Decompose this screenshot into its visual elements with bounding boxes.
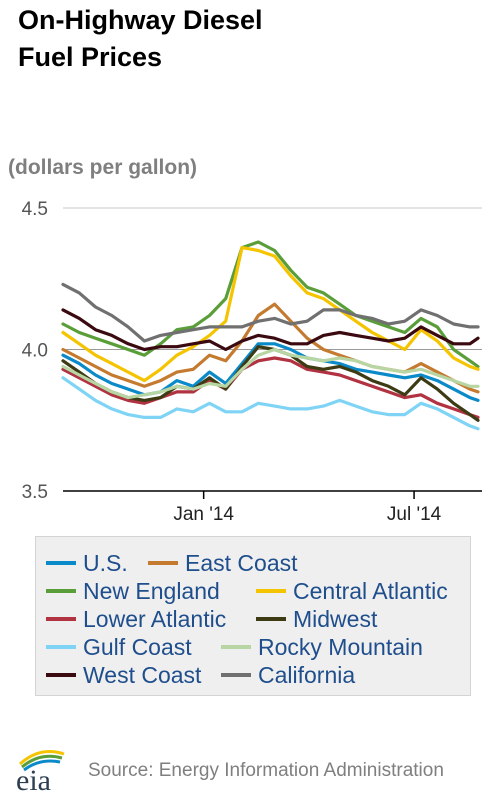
legend-label: U.S.	[83, 549, 128, 576]
legend-swatch	[46, 617, 76, 621]
line-chart: 3.5 4.0 4.5 Jan '14 Jul '14	[22, 199, 482, 525]
legend-item-gulf-coast: Gulf Coast	[46, 633, 192, 661]
legend-label: Rocky Mountain	[258, 633, 423, 660]
legend: U.S. East Coast New England Central Atlanti…	[35, 536, 471, 696]
y-tick-label: 4.5	[22, 199, 48, 220]
y-tick-label: 3.5	[22, 482, 48, 503]
legend-item-midwest: Midwest	[256, 605, 377, 633]
legend-item-california: California	[221, 661, 355, 689]
legend-item-lower-atlantic: Lower Atlantic	[46, 605, 226, 633]
legend-item-central-atlantic: Central Atlantic	[256, 577, 448, 605]
chart-title-line1: On-Highway Diesel	[18, 5, 263, 35]
legend-swatch	[148, 561, 178, 565]
legend-label: East Coast	[185, 549, 298, 576]
axes: 3.5 4.0 4.5 Jan '14 Jul '14	[22, 199, 442, 525]
y-axis-units-label: (dollars per gallon)	[8, 156, 198, 179]
series-line-gulf-coast	[61, 376, 480, 431]
chart-title: On-Highway Diesel Fuel Prices	[18, 2, 418, 76]
x-tick-label: Jan '14	[173, 504, 234, 525]
legend-label: Lower Atlantic	[83, 605, 227, 632]
legend-swatch	[46, 561, 76, 565]
series-line-u-s	[61, 342, 480, 402]
chart-title-line2: Fuel Prices	[18, 42, 163, 72]
legend-swatch	[46, 589, 76, 593]
eia-logo: eia	[16, 750, 65, 794]
series-line-west-coast	[61, 308, 480, 352]
series-line-california	[61, 282, 480, 343]
legend-label: California	[258, 661, 356, 688]
legend-label: Midwest	[293, 605, 378, 632]
eia-logo-text: eia	[16, 764, 51, 794]
legend-label: West Coast	[83, 661, 202, 688]
legend-item-west-coast: West Coast	[46, 661, 201, 689]
series-line-lower-atlantic	[61, 356, 480, 419]
x-tick-label: Jul '14	[387, 504, 442, 525]
legend-item-east-coast: East Coast	[148, 549, 298, 577]
series-lines	[61, 240, 480, 431]
legend-item-new-england: New England	[46, 577, 220, 605]
series-line-central-atlantic	[61, 245, 480, 383]
series-line-rocky-mountain	[61, 347, 480, 400]
legend-label: Central Atlantic	[293, 577, 448, 604]
series-line-east-coast	[61, 302, 480, 394]
source-note: Source: Energy Information Administratio…	[88, 760, 444, 781]
legend-label: New England	[83, 577, 220, 604]
series-line-new-england	[61, 240, 480, 369]
legend-swatch	[46, 645, 76, 649]
y-tick-label: 4.0	[22, 341, 48, 362]
legend-item-rocky-mountain: Rocky Mountain	[221, 633, 423, 661]
legend-swatch	[221, 673, 251, 677]
legend-swatch	[256, 589, 286, 593]
legend-swatch	[256, 617, 286, 621]
legend-item-u-s: U.S.	[46, 549, 128, 577]
legend-swatch	[221, 645, 251, 649]
legend-label: Gulf Coast	[83, 633, 192, 660]
legend-swatch	[46, 673, 76, 677]
